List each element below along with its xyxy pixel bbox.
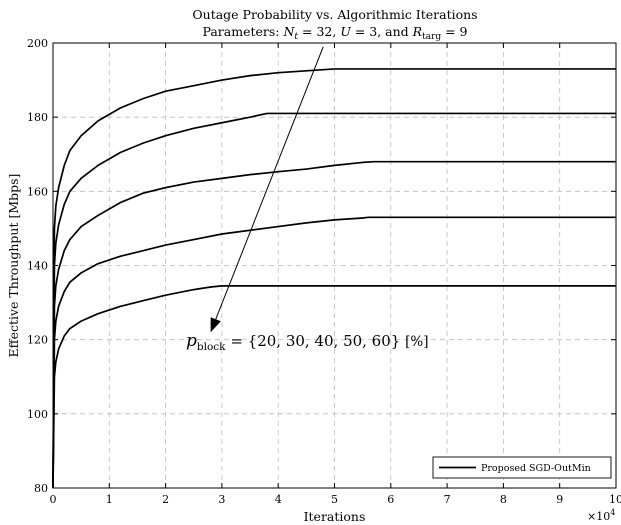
grid	[53, 43, 616, 488]
x-tick-label: 8	[500, 493, 507, 506]
y-tick-label: 140	[27, 260, 48, 273]
y-tick-label: 100	[27, 408, 48, 421]
legend: Proposed SGD-OutMin	[432, 456, 612, 479]
series-line-2	[52, 112, 616, 489]
y-tick-label: 80	[34, 482, 48, 495]
legend-entry-label: Proposed SGD-OutMin	[481, 463, 591, 474]
x-tick-label: 7	[444, 493, 451, 506]
y-tick-label: 180	[27, 111, 48, 124]
x-tick-label: 2	[162, 493, 169, 506]
x-tick-label: 0	[50, 493, 57, 506]
x-tick-label: 9	[556, 493, 563, 506]
tick-labels: 0 1 2 3 4 5 6 7 8 9 10 80 100 120 140 160 180 200	[27, 37, 621, 506]
annotation-label: pblock = {20, 30, 40, 50, 60} [%]	[186, 331, 428, 353]
series-line-3	[52, 160, 616, 489]
x-tick-label: 3	[218, 493, 225, 506]
annotation-arrow-line	[215, 46, 324, 320]
series-line-1	[52, 68, 616, 489]
x-tick-label: 5	[331, 493, 338, 506]
chart-subtitle: Parameters: Nt = 32, U = 3, and Rtarg = …	[202, 24, 467, 42]
x-axis-multiplier: ×104	[587, 508, 615, 523]
y-tick-label: 120	[27, 334, 48, 347]
plot-frame	[52, 42, 617, 489]
series-line-5	[52, 285, 616, 489]
x-tick-label: 4	[275, 493, 282, 506]
series-group	[52, 68, 616, 489]
series-line-4	[52, 216, 616, 489]
chart-title: Outage Probability vs. Algorithmic Itera…	[192, 7, 477, 22]
legend-box	[432, 456, 612, 479]
y-axis-label: Effective Throughput [Mbps]	[6, 174, 21, 358]
x-tick-label: 6	[387, 493, 394, 506]
x-axis-label: Iterations	[304, 509, 366, 524]
y-tick-label: 160	[27, 185, 48, 198]
x-tick-label: 1	[106, 493, 113, 506]
annotation-arrow-head	[210, 317, 221, 333]
annotation: pblock = {20, 30, 40, 50, 60} [%]	[186, 46, 428, 353]
y-tick-label: 200	[27, 37, 48, 50]
x-tick-label: 10	[609, 493, 621, 506]
